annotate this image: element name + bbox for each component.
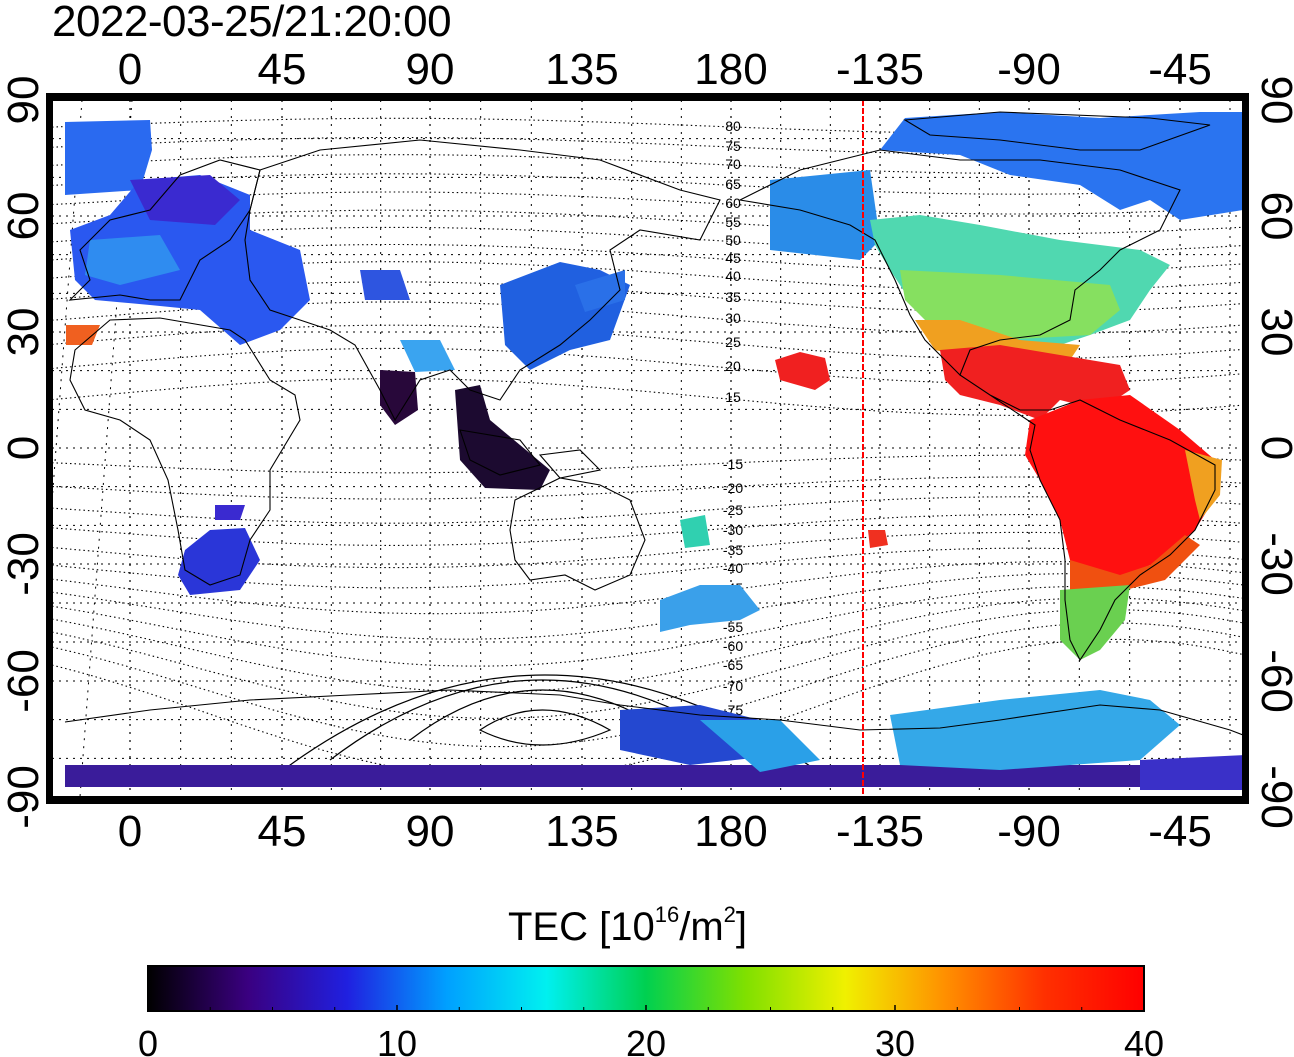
coastlines: [64, 111, 1243, 736]
top-lon-tick-label: 90: [406, 45, 455, 94]
left-lat-tick-label: -60: [0, 649, 48, 713]
bottom-lon-tick-label: 180: [694, 807, 767, 856]
right-lat-tick-label: 30: [1252, 308, 1294, 357]
colorbar-tick-label: 20: [626, 1023, 666, 1057]
top-lon-tick-label: 45: [258, 45, 307, 94]
contour-label: -40: [723, 560, 743, 576]
bottom-lon-tick-label: -45: [1148, 807, 1212, 856]
bottom-lon-tick-label: 135: [545, 807, 618, 856]
left-lat-tick-label: 90: [0, 76, 48, 125]
left-lat-tick-label: -30: [0, 532, 48, 596]
top-lon-tick-label: -45: [1148, 45, 1212, 94]
contour-label: 55: [725, 214, 741, 230]
right-lat-tick-label: 60: [1252, 192, 1294, 241]
bottom-lon-tick-label: -90: [997, 807, 1061, 856]
colorbar-ticks: 0 10 20 30 40: [138, 1005, 1164, 1057]
colorbar-tick-label: 30: [875, 1023, 915, 1057]
colorbar-tick-label: 40: [1124, 1023, 1164, 1057]
top-lon-tick-label: -90: [997, 45, 1061, 94]
contour-label: 20: [725, 358, 741, 374]
contour-label: -25: [723, 502, 743, 518]
contour-label: 80: [725, 118, 741, 134]
contour-label: 40: [725, 268, 741, 284]
top-lon-tick-label: -135: [836, 45, 924, 94]
contour-label: 65: [725, 176, 741, 192]
contour-label: 60: [725, 195, 741, 211]
contour-label: -35: [723, 542, 743, 558]
contour-label: -55: [723, 619, 743, 635]
right-lat-tick-label: 0: [1252, 436, 1294, 460]
contour-label: 75: [725, 138, 741, 154]
right-lat-tick-label: -30: [1252, 532, 1294, 596]
right-lat-tick-label: 90: [1252, 76, 1294, 125]
colorbar: [147, 965, 1145, 1012]
contour-label: -70: [723, 678, 743, 694]
tec-map-area: 80 75 70 65 60 55 50 45 40 35 30 25 20 15 -15 -20 -25 -30…: [52, 100, 1243, 797]
contour-label: 25: [725, 334, 741, 350]
top-lon-tick-label: 180: [694, 45, 767, 94]
left-lat-tick-label: 60: [0, 192, 48, 241]
left-lat-tick-label: 0: [0, 436, 48, 460]
right-lat-tick-label: -60: [1252, 649, 1294, 713]
colorbar-tick-label: 0: [138, 1023, 158, 1057]
bottom-lon-tick-label: 90: [406, 807, 455, 856]
left-lat-tick-label: 30: [0, 308, 48, 357]
right-lat-tick-label: -90: [1252, 765, 1294, 829]
contour-label: 50: [725, 232, 741, 248]
tec-data-layer: [65, 112, 1243, 790]
left-lat-tick-label: -90: [0, 765, 48, 829]
colorbar-tick-label: 10: [377, 1023, 417, 1057]
contour-label: 30: [725, 310, 741, 326]
timestamp-title: 2022-03-25/21:20:00: [52, 0, 452, 46]
contour-label: -15: [723, 456, 743, 472]
top-lon-tick-label: 135: [545, 45, 618, 94]
contour-label: -60: [723, 638, 743, 654]
contour-label: 70: [725, 156, 741, 172]
contour-label: -30: [723, 522, 743, 538]
bottom-lon-tick-label: 0: [118, 807, 142, 856]
contour-label: 15: [725, 389, 741, 405]
contour-label: 45: [725, 250, 741, 266]
contour-label: -20: [723, 480, 743, 496]
colorbar-title: TEC [1016/m2]: [508, 902, 748, 950]
top-lon-tick-label: 0: [118, 45, 142, 94]
contour-label: 35: [725, 289, 741, 305]
contour-label: -65: [723, 657, 743, 673]
bottom-lon-tick-label: -135: [836, 807, 924, 856]
bottom-lon-tick-label: 45: [258, 807, 307, 856]
axis-labels: 0045459090135135180180-135-135-90-90-45-…: [0, 45, 1294, 856]
